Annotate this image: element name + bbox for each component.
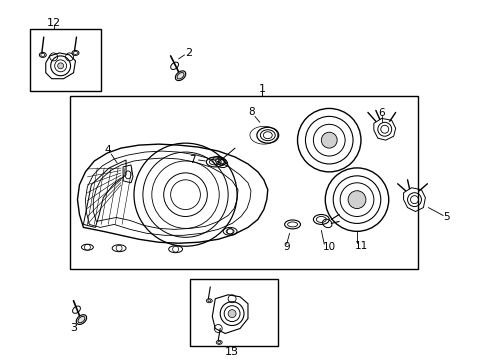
Text: 7: 7 [189,155,195,165]
Text: 8: 8 [248,107,255,117]
Ellipse shape [76,315,86,324]
Ellipse shape [175,71,185,81]
Text: 12: 12 [46,18,61,28]
Circle shape [228,310,236,318]
Text: 3: 3 [70,324,77,333]
Text: 13: 13 [224,347,239,357]
Text: 9: 9 [283,242,289,252]
Text: 11: 11 [354,241,367,251]
Bar [30,29,101,91]
Text: 2: 2 [184,48,192,58]
Circle shape [321,132,337,148]
Circle shape [58,63,63,69]
Text: 1: 1 [258,84,265,94]
Bar [69,95,418,269]
Circle shape [347,191,365,208]
Text: 10: 10 [322,242,335,252]
Text: 6: 6 [378,108,385,118]
Text: 5: 5 [442,212,448,222]
Text: 4: 4 [105,145,111,155]
Bar [190,279,277,346]
